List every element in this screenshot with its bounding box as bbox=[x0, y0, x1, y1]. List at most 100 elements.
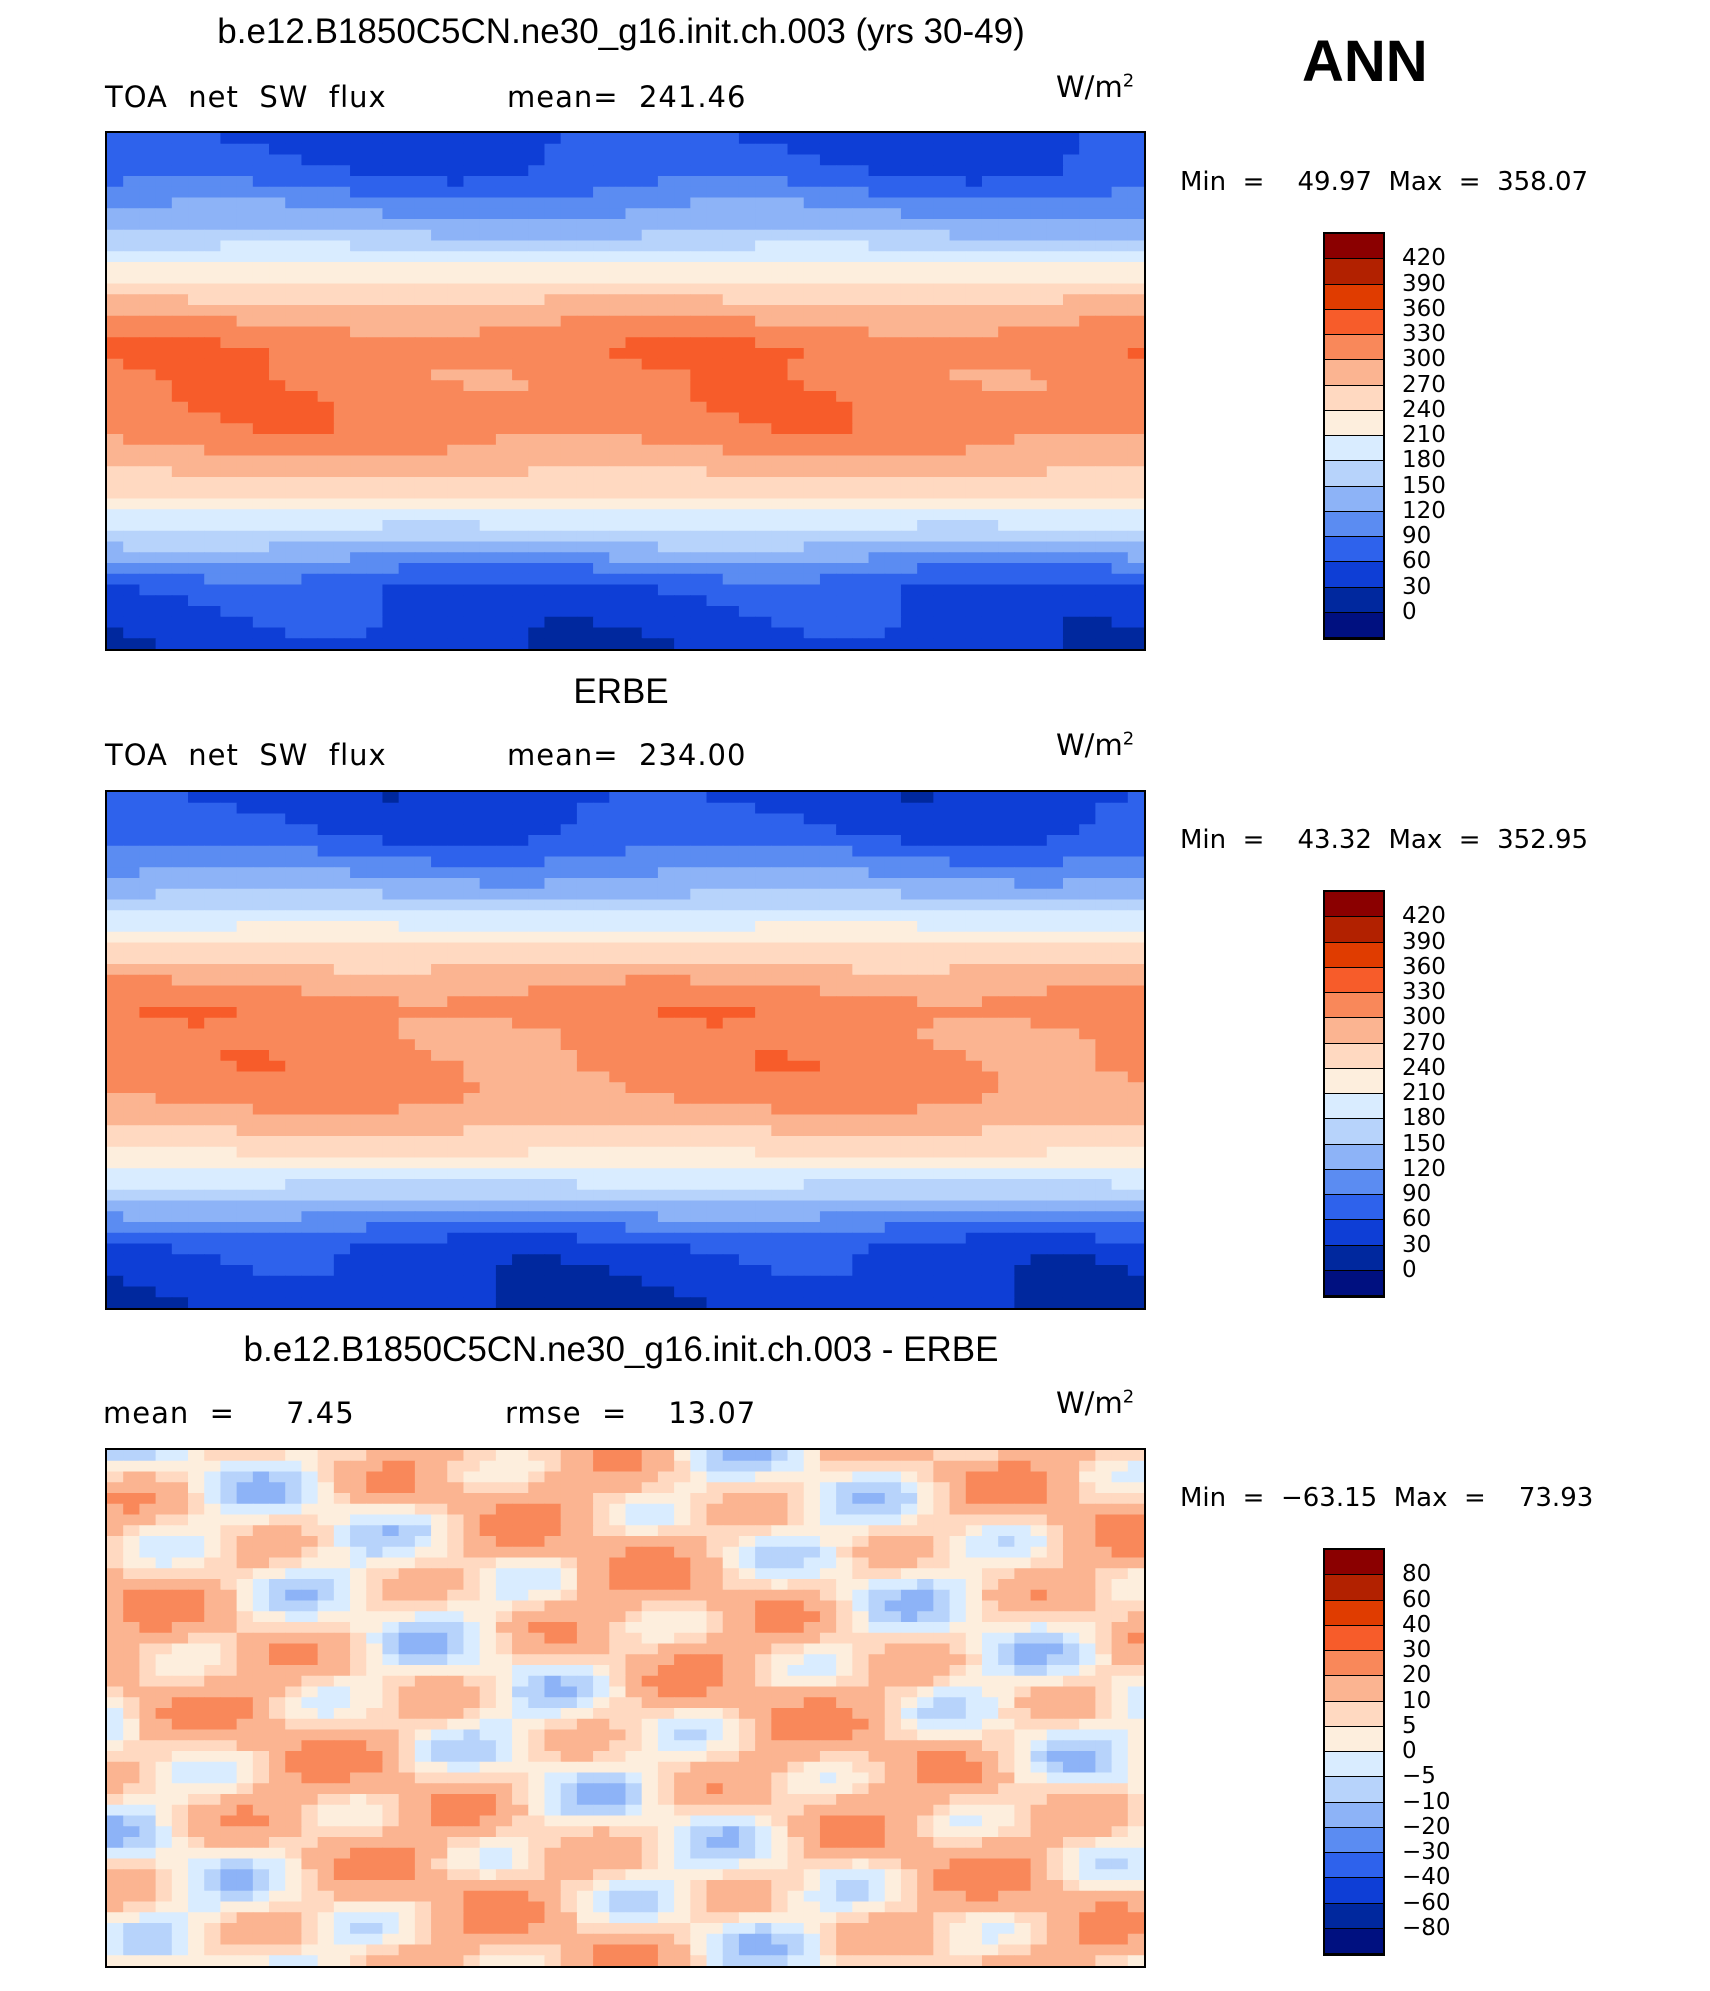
field-cell bbox=[479, 348, 497, 360]
field-cell bbox=[803, 326, 821, 338]
field-cell bbox=[1046, 348, 1064, 360]
field-cell bbox=[382, 272, 400, 285]
field-cell bbox=[738, 369, 756, 381]
field-cell bbox=[479, 921, 497, 933]
field-cell bbox=[1014, 391, 1032, 403]
field-cell bbox=[998, 616, 1015, 629]
field-cell bbox=[139, 910, 157, 922]
field-cell bbox=[463, 434, 481, 446]
field-cell bbox=[738, 509, 756, 521]
field-cell bbox=[333, 498, 351, 510]
field-cell bbox=[1014, 369, 1032, 381]
field-cell bbox=[836, 262, 853, 274]
field-cell bbox=[981, 294, 999, 306]
field-cell bbox=[204, 154, 222, 166]
field-cell bbox=[657, 899, 675, 911]
field-cell bbox=[528, 627, 546, 639]
field-cell bbox=[625, 616, 643, 629]
field-cell bbox=[981, 509, 999, 521]
field-cell bbox=[803, 996, 821, 1008]
field-cell bbox=[900, 1071, 918, 1083]
field-cell bbox=[1014, 606, 1032, 618]
field-cell bbox=[139, 477, 157, 489]
field-cell bbox=[463, 813, 481, 825]
field-cell bbox=[1095, 1017, 1113, 1030]
field-cell bbox=[998, 423, 1015, 435]
field-cell bbox=[1062, 974, 1080, 987]
field-cell bbox=[512, 792, 529, 804]
field-cell bbox=[819, 401, 837, 414]
field-cell bbox=[1014, 262, 1032, 274]
field-cell bbox=[771, 262, 789, 274]
field-cell bbox=[771, 197, 789, 209]
field-cell bbox=[204, 455, 222, 467]
field-cell bbox=[868, 573, 886, 586]
field-cell bbox=[204, 305, 222, 317]
field-cell bbox=[1046, 133, 1064, 145]
field-cell bbox=[1014, 1093, 1032, 1105]
field-cell bbox=[819, 802, 837, 815]
field-cell bbox=[560, 165, 578, 177]
field-cell bbox=[576, 133, 594, 145]
field-cell bbox=[285, 444, 303, 457]
field-cell bbox=[285, 401, 303, 414]
field-cell bbox=[155, 283, 173, 295]
colorbar-box bbox=[1325, 234, 1383, 260]
field-cell bbox=[382, 423, 400, 435]
field-cell bbox=[836, 487, 853, 500]
field-cell bbox=[252, 1071, 270, 1083]
field-cell bbox=[1095, 899, 1113, 911]
field-cell bbox=[625, 466, 643, 478]
field-cell bbox=[981, 1050, 999, 1062]
field-cell bbox=[1030, 1017, 1048, 1030]
field-cell bbox=[609, 262, 627, 274]
field-cell bbox=[706, 931, 724, 944]
field-cell bbox=[301, 974, 319, 987]
field-cell bbox=[998, 1093, 1015, 1105]
field-cell bbox=[593, 953, 610, 965]
field-cell bbox=[366, 921, 384, 933]
field-cell bbox=[317, 835, 335, 847]
field-cell bbox=[414, 143, 432, 156]
field-cell bbox=[495, 251, 513, 263]
field-cell bbox=[560, 835, 578, 847]
field-cell bbox=[965, 412, 983, 424]
field-cell bbox=[544, 802, 562, 815]
field-cell bbox=[447, 197, 465, 209]
field-cell bbox=[1046, 337, 1064, 349]
field-cell bbox=[787, 262, 805, 274]
field-cell bbox=[787, 942, 805, 954]
field-cell bbox=[965, 996, 983, 1008]
field-cell bbox=[155, 455, 173, 467]
field-cell bbox=[333, 974, 351, 987]
field-cell bbox=[333, 477, 351, 489]
field-cell bbox=[463, 1017, 481, 1030]
field-cell bbox=[139, 878, 157, 890]
field-cell bbox=[171, 380, 189, 392]
field-cell bbox=[722, 1082, 740, 1094]
field-cell bbox=[431, 380, 448, 392]
field-cell bbox=[836, 888, 853, 901]
field-cell bbox=[528, 552, 546, 564]
field-cell bbox=[350, 305, 367, 317]
field-cell bbox=[398, 964, 416, 976]
field-cell bbox=[884, 638, 902, 649]
field-cell bbox=[463, 563, 481, 575]
field-cell bbox=[1046, 899, 1064, 911]
field-cell bbox=[576, 176, 594, 188]
field-cell bbox=[155, 974, 173, 987]
field-cell bbox=[188, 509, 205, 521]
field-cell bbox=[269, 867, 286, 879]
field-cell bbox=[155, 444, 173, 457]
field-cell bbox=[836, 921, 853, 933]
field-cell bbox=[528, 315, 546, 328]
colorbar-box bbox=[1325, 562, 1383, 588]
field-cell bbox=[965, 219, 983, 231]
field-cell bbox=[1095, 434, 1113, 446]
field-cell bbox=[431, 899, 448, 911]
field-cell bbox=[1127, 294, 1144, 306]
field-cell bbox=[787, 985, 805, 997]
field-cell bbox=[512, 165, 529, 177]
field-cell bbox=[1111, 845, 1129, 858]
field-cell bbox=[674, 1071, 691, 1083]
